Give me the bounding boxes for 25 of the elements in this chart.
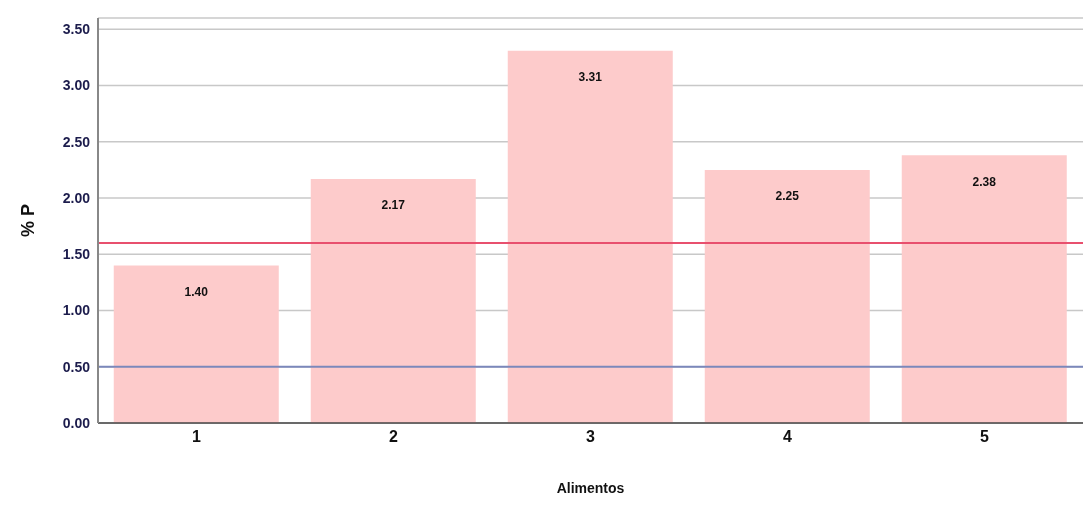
bar <box>310 178 476 423</box>
bar <box>704 169 870 423</box>
y-tick-label: 1.50 <box>62 246 91 263</box>
x-tick-label: 5 <box>980 428 990 446</box>
x-tick-label: 4 <box>783 428 793 446</box>
bar <box>113 265 279 423</box>
data-label: 3.31 <box>578 70 603 85</box>
bar <box>507 50 673 423</box>
data-label: 2.25 <box>775 189 800 204</box>
y-tick-label: 3.00 <box>62 77 91 94</box>
y-tick-label: 0.00 <box>62 414 91 431</box>
x-tick-label: 1 <box>192 428 202 446</box>
y-axis-title: % P <box>18 203 39 238</box>
data-label: 2.17 <box>381 198 406 213</box>
data-label: 1.40 <box>184 285 209 300</box>
y-tick-label: 2.00 <box>62 189 91 206</box>
x-tick-label: 3 <box>586 428 596 446</box>
y-tick-label: 3.50 <box>62 21 91 38</box>
x-axis-title: Alimentos <box>556 480 625 496</box>
bar <box>901 155 1067 423</box>
y-tick-label: 1.00 <box>62 302 91 319</box>
data-label: 2.38 <box>972 174 997 189</box>
y-tick-label: 0.50 <box>62 358 91 375</box>
y-tick-label: 2.50 <box>62 133 91 150</box>
x-tick-label: 2 <box>389 428 399 446</box>
